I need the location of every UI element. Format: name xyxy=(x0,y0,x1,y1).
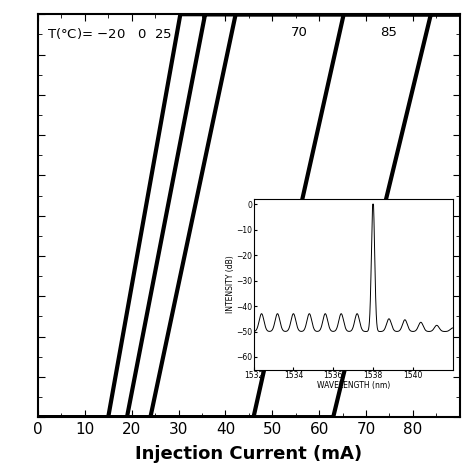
X-axis label: Injection Current (mA): Injection Current (mA) xyxy=(135,445,363,463)
Text: 70: 70 xyxy=(291,27,308,39)
X-axis label: WAVELENGTH (nm): WAVELENGTH (nm) xyxy=(317,382,390,391)
Text: 85: 85 xyxy=(380,27,397,39)
Y-axis label: INTENSITY (dB): INTENSITY (dB) xyxy=(226,255,235,313)
Text: T($\degree$C)= $-$20   0  25: T($\degree$C)= $-$20 0 25 xyxy=(47,27,172,41)
